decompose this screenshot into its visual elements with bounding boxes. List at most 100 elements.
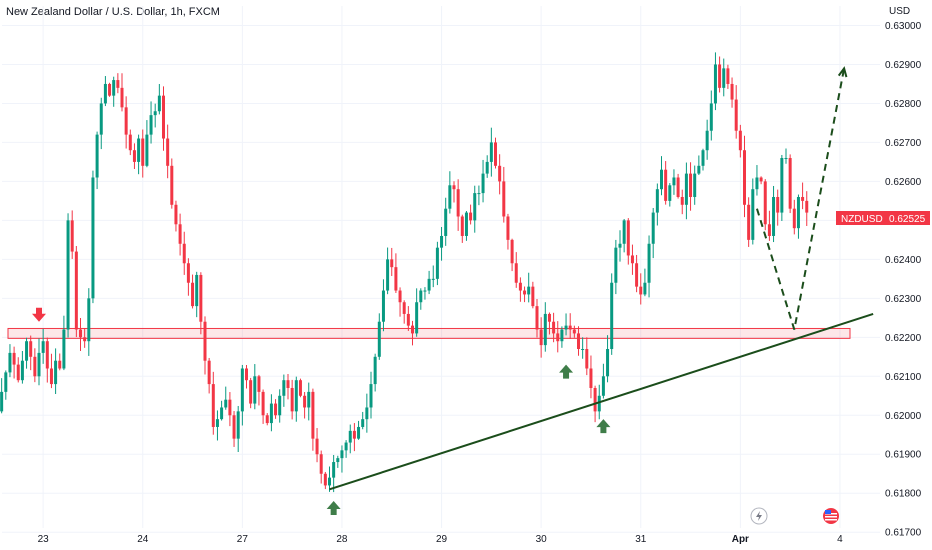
candle-up xyxy=(643,268,647,297)
candle-body xyxy=(307,391,311,408)
candle-body xyxy=(398,290,402,303)
candle-down xyxy=(626,218,630,265)
candle-up xyxy=(269,394,273,432)
candle-body xyxy=(751,189,755,240)
candle-up xyxy=(709,90,713,141)
candle-up xyxy=(772,185,776,243)
candle-down xyxy=(16,357,20,383)
candle-body xyxy=(577,333,580,350)
candle-body xyxy=(178,224,182,244)
candle-body xyxy=(245,368,248,381)
candle-down xyxy=(635,254,639,293)
x-axis[interactable]: 23 24 27 28 29 30 31 Apr 4 xyxy=(38,534,844,545)
candle-up xyxy=(601,363,605,399)
candle-body xyxy=(352,430,356,439)
candle-body xyxy=(630,255,634,264)
candle-body xyxy=(149,115,153,135)
y-axis[interactable]: 0.630000.629000.628000.627000.626000.625… xyxy=(885,21,922,539)
price-label-box xyxy=(836,211,930,225)
candle-body xyxy=(402,302,406,314)
candle-body xyxy=(377,321,381,357)
candle-up xyxy=(336,455,340,468)
candle-body xyxy=(116,80,120,88)
candle-body xyxy=(780,158,784,213)
candle-up xyxy=(373,353,377,392)
candle-body xyxy=(464,212,468,236)
arrow-down-marker xyxy=(32,307,46,322)
candle-body xyxy=(319,454,323,474)
candle-body xyxy=(543,313,547,346)
candle-up xyxy=(41,328,45,364)
candle-body xyxy=(8,352,12,373)
candle-up xyxy=(137,134,141,175)
candle-up xyxy=(684,162,688,220)
candle-body xyxy=(103,83,107,104)
candle-down xyxy=(788,154,792,214)
candle-down xyxy=(734,85,738,139)
candle-down xyxy=(12,346,16,379)
x-tick-label: 29 xyxy=(436,534,448,545)
candle-down xyxy=(747,197,751,247)
candle-body xyxy=(79,329,82,338)
candle-body xyxy=(697,165,701,174)
candle-down xyxy=(398,287,402,317)
candle-up xyxy=(294,376,298,422)
candle-up xyxy=(215,410,219,441)
candle-body xyxy=(485,161,489,174)
candle-body xyxy=(743,150,746,205)
candle-body xyxy=(25,341,29,361)
candle-up xyxy=(20,350,24,384)
candle-down xyxy=(124,96,128,149)
candle-down xyxy=(311,388,315,451)
candle-up xyxy=(481,159,485,203)
y-tick-label: 0.62400 xyxy=(885,255,922,266)
candle-body xyxy=(535,306,539,330)
candle-down xyxy=(315,428,319,463)
candle-body xyxy=(282,380,286,396)
candle-up xyxy=(464,210,468,241)
flash-icon[interactable] xyxy=(750,507,768,525)
candle-down xyxy=(261,389,265,424)
candle-down xyxy=(132,143,136,169)
candle-up xyxy=(751,178,755,245)
candle-body xyxy=(680,196,684,205)
x-tick-label: 28 xyxy=(336,534,348,545)
candle-body xyxy=(655,189,659,213)
candle-body xyxy=(755,177,759,190)
candle-body xyxy=(597,395,601,412)
candle-body xyxy=(572,329,576,334)
candle-down xyxy=(286,374,290,400)
candle-up xyxy=(357,420,361,440)
candle-body xyxy=(132,150,136,162)
candle-body xyxy=(74,251,78,330)
candle-down xyxy=(689,162,693,211)
candle-body xyxy=(643,282,647,295)
candle-body xyxy=(672,177,676,186)
candle-down xyxy=(83,328,87,348)
candle-body xyxy=(527,286,531,295)
y-tick-label: 0.61800 xyxy=(885,489,922,500)
candle-body xyxy=(489,142,493,162)
candle-body xyxy=(261,391,265,416)
x-tick-label: 30 xyxy=(536,534,548,545)
candle-down xyxy=(120,73,124,112)
candle-down xyxy=(572,325,576,338)
candle-down xyxy=(186,258,190,296)
candle-down xyxy=(498,154,502,195)
candle-up xyxy=(564,313,568,336)
us-flag-icon[interactable] xyxy=(823,508,839,524)
candle-down xyxy=(531,281,535,309)
candle-body xyxy=(784,158,788,160)
candle-body xyxy=(58,360,62,369)
candle-down xyxy=(452,181,456,203)
y-tick-label: 0.62900 xyxy=(885,60,922,71)
candle-down xyxy=(394,253,398,293)
candle-up xyxy=(796,194,800,239)
candle-body xyxy=(381,290,385,322)
candle-up xyxy=(253,364,257,410)
candle-up xyxy=(278,389,282,423)
candle-down xyxy=(539,317,543,358)
candle-up xyxy=(485,155,489,178)
candle-down xyxy=(265,413,269,426)
